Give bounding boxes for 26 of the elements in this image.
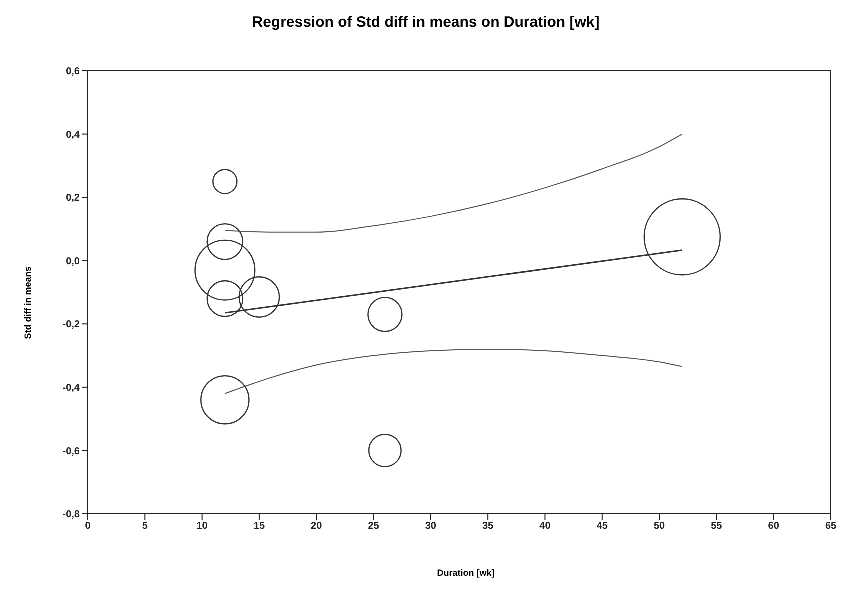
y-tick-label: -0,2 — [62, 320, 80, 331]
y-tick-label: 0,4 — [66, 130, 80, 141]
x-tick-label: 65 — [824, 521, 838, 532]
y-axis-title: Std diff in means — [23, 266, 33, 342]
y-tick-label: 0,2 — [66, 193, 80, 204]
x-tick-label: 15 — [252, 521, 266, 532]
x-tick-label: 20 — [310, 521, 324, 532]
x-tick-label: 45 — [596, 521, 609, 532]
x-tick-label: 60 — [767, 521, 780, 532]
x-tick-label: 5 — [141, 521, 149, 532]
x-tick-label: 50 — [652, 521, 666, 532]
x-tick-label: 0 — [84, 521, 92, 532]
y-tick-label: -0,8 — [62, 510, 80, 521]
x-tick-label: 40 — [538, 521, 552, 532]
chart-title: Regression of Std diff in means on Duration [wk] — [251, 13, 601, 33]
x-tick-label: 55 — [710, 521, 724, 532]
x-tick-label: 10 — [196, 521, 209, 532]
y-tick-label: -0,6 — [62, 446, 80, 458]
x-tick-label: 30 — [424, 521, 438, 532]
y-tick-label: 0,0 — [66, 256, 80, 268]
y-tick-label: 0,6 — [66, 66, 80, 78]
x-tick-label: 35 — [482, 521, 495, 532]
x-tick-label: 25 — [367, 521, 380, 532]
line-series — [224, 348, 683, 394]
x-axis-title: Duration [wk] — [436, 568, 496, 578]
y-tick-label: -0,4 — [62, 382, 80, 394]
